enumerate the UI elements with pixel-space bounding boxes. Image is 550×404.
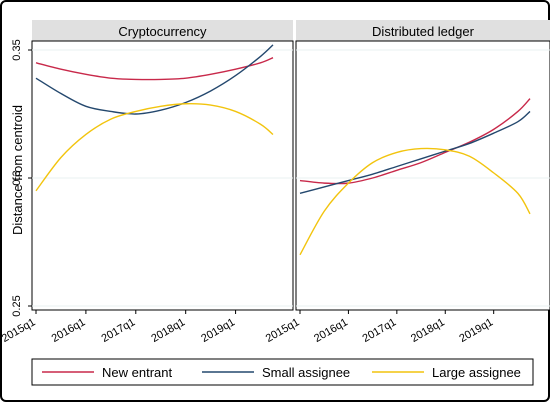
small-assignee-line (35, 44, 274, 115)
plot-area (31, 40, 294, 311)
x-tick-label: 2016q1 (50, 316, 88, 345)
legend-label-large-assignee: Large assignee (432, 365, 521, 380)
x-tick-label: 2017q1 (361, 316, 399, 345)
legend-box (31, 358, 534, 386)
new-entrant-line (299, 98, 531, 185)
x-tick-label: 2018q1 (149, 316, 187, 345)
panel-strip (296, 20, 550, 41)
large-assignee-line (35, 102, 274, 192)
x-tick-label: 2015q1 (264, 316, 302, 345)
y-tick-label: 0.25 (11, 295, 23, 316)
large-assignee-line (299, 147, 531, 256)
new-entrant-line (35, 57, 274, 81)
panel-title: Distributed ledger (372, 24, 475, 39)
legend-label-new-entrant: New entrant (102, 365, 172, 380)
x-tick-label: 2019q1 (199, 316, 237, 345)
x-tick-label: 2016q1 (312, 316, 350, 345)
x-tick-label: 2018q1 (409, 316, 447, 345)
x-tick-label: 2015q1 (2, 316, 37, 345)
legend-label-small-assignee: Small assignee (262, 365, 350, 380)
y-tick-label: 0.35 (11, 39, 23, 60)
y-tick-label: 0.3 (11, 170, 23, 185)
plot-area (295, 40, 550, 311)
y-axis-label: Distance from centroid (10, 105, 25, 235)
x-tick-label: 2017q1 (99, 316, 137, 345)
panel-title: Cryptocurrency (118, 24, 207, 39)
x-tick-label: 2019q1 (457, 316, 495, 345)
panel-strip (32, 20, 293, 41)
small-assignee-line (299, 110, 531, 195)
